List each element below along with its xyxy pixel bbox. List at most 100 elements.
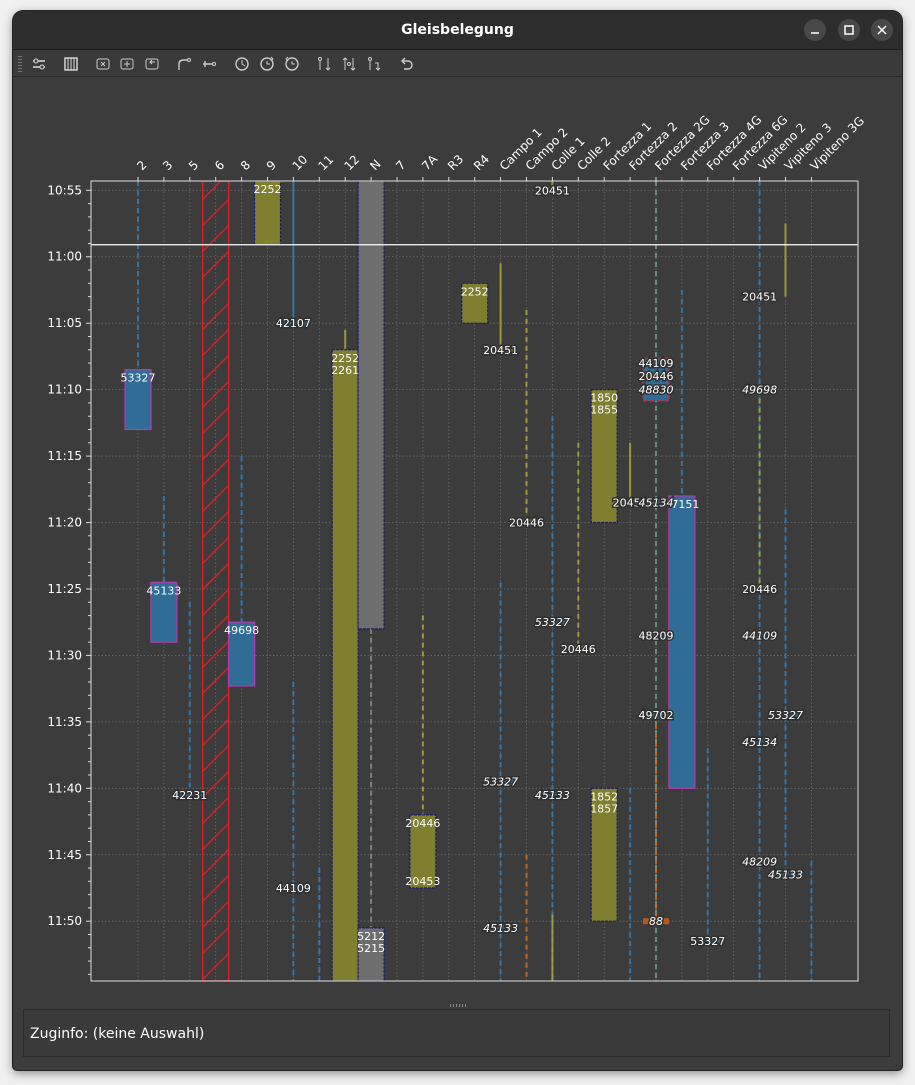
- stop-label: 45133: [768, 869, 803, 882]
- stop-label: 20451: [483, 344, 518, 357]
- add-train-button[interactable]: [118, 55, 136, 73]
- track-label: R3: [445, 152, 466, 173]
- y-tick-label: 11:20: [47, 516, 82, 530]
- stop-marker: [694, 938, 721, 945]
- stop-marker: [643, 632, 669, 639]
- track-label: N: [367, 157, 383, 173]
- occupancy-bar: [590, 389, 618, 524]
- occupancy-label: 20446: [405, 817, 440, 830]
- y-tick-label: 11:50: [47, 914, 82, 928]
- clock-back-button[interactable]: [283, 55, 301, 73]
- train-info-value: (keine Auswahl): [92, 1026, 205, 1042]
- occupancy-label: 53327: [121, 372, 156, 385]
- occupancy-label: 1850: [590, 392, 618, 405]
- swap-both-button[interactable]: [340, 55, 358, 73]
- stop-label: 45133: [535, 789, 570, 802]
- close-icon: [877, 25, 887, 35]
- stop-marker: [643, 918, 669, 925]
- stop-marker: [539, 619, 566, 626]
- occupancy-label: 45133: [146, 584, 181, 597]
- settings-button[interactable]: [30, 55, 48, 73]
- stop-label: 48209: [742, 855, 777, 868]
- clock-button[interactable]: [233, 55, 251, 73]
- stop-label: 20446: [639, 370, 674, 383]
- track-occupancy-chart[interactable]: 10:55 11:00 11:05 11:10 11:15 11:20 11:25 11:30…: [13, 77, 902, 1007]
- occupancy-bar: [150, 581, 178, 643]
- track-label: 11: [316, 152, 337, 173]
- occupancy-bar: [590, 787, 618, 922]
- occupancy-bar: [124, 369, 152, 431]
- stop-label: 20451: [742, 291, 777, 304]
- chart-canvas[interactable]: 10:55 11:00 11:05 11:10 11:15 11:20 11:25 11:30…: [13, 77, 902, 1007]
- toolbar-grip[interactable]: [18, 56, 22, 72]
- track-split-icon: [178, 58, 191, 70]
- stop-marker: [280, 884, 307, 891]
- y-axis: 10:55 11:00 11:05 11:10 11:15 11:20 11:25 11:30…: [47, 183, 91, 975]
- y-tick-label: 11:45: [47, 848, 82, 862]
- y-tick-label: 11:25: [47, 582, 82, 596]
- columns-button[interactable]: [62, 55, 80, 73]
- stop-marker: [643, 712, 669, 719]
- stop-label: 88: [649, 915, 663, 928]
- stop-marker: [565, 645, 592, 652]
- close-box-icon: [96, 58, 110, 70]
- y-tick-label: 11:05: [47, 316, 82, 330]
- occupancy-bar: [253, 181, 282, 246]
- stop-marker: [487, 778, 514, 785]
- stop-marker: [746, 632, 773, 639]
- occupancy-label: 2252: [331, 352, 359, 365]
- stop-label: 45134: [639, 497, 674, 510]
- minimize-button[interactable]: [804, 19, 826, 41]
- stop-label: 20446: [509, 517, 544, 530]
- stop-marker: [746, 386, 773, 393]
- minimize-icon: [811, 32, 819, 34]
- occupancy-label: 1855: [590, 404, 618, 417]
- occupancy-label: 20453: [405, 875, 440, 888]
- stop-label: 44109: [276, 882, 311, 895]
- occupancy-label: 2261: [331, 364, 359, 377]
- track-label: 7A: [419, 151, 441, 173]
- stop-label: 20446: [742, 583, 777, 596]
- maximize-button[interactable]: [838, 19, 860, 41]
- close-button[interactable]: [871, 19, 893, 41]
- stop-marker: [539, 791, 566, 798]
- stop-marker: [643, 386, 669, 393]
- remove-train-button[interactable]: [94, 55, 112, 73]
- stop-label: 49698: [742, 384, 777, 397]
- track-label: 6: [212, 158, 227, 173]
- track-label: 10: [290, 152, 311, 173]
- stop-label: 48209: [639, 629, 674, 642]
- track-label: 2: [134, 158, 149, 173]
- occupancy-bar: [668, 495, 696, 789]
- clock-forward-button[interactable]: [258, 55, 276, 73]
- stop-label: 42231: [172, 789, 207, 802]
- stop-marker: [487, 924, 514, 931]
- columns-icon: [64, 57, 78, 71]
- stop-marker: [746, 293, 773, 300]
- undo-button[interactable]: [397, 55, 415, 73]
- track-label: 8: [238, 158, 253, 173]
- swap-button[interactable]: [315, 55, 333, 73]
- stop-label: 44109: [742, 629, 777, 642]
- stop-marker: [280, 320, 307, 327]
- return-train-button[interactable]: [143, 55, 161, 73]
- stop-label: 53327: [535, 616, 570, 629]
- y-tick-label: 11:40: [47, 781, 82, 795]
- track-end-button[interactable]: [200, 55, 218, 73]
- stop-marker: [513, 519, 540, 526]
- track-label: 9: [264, 158, 279, 173]
- swap-down-button[interactable]: [365, 55, 383, 73]
- y-tick-label: 11:00: [47, 250, 82, 264]
- track-split-button[interactable]: [175, 55, 193, 73]
- title-bar[interactable]: Gleisbelegung: [13, 11, 902, 49]
- splitter-handle[interactable]: [450, 1004, 466, 1007]
- y-tick-label: 10:55: [47, 183, 82, 197]
- stop-label: 44109: [639, 357, 674, 370]
- occupancy-label: 5212: [357, 930, 385, 943]
- clock-forward-icon: [260, 56, 274, 71]
- plot-body: 5332745133496982252225222615212521520446…: [121, 181, 813, 981]
- stop-label: 42107: [276, 317, 311, 330]
- stop-label: 45133: [483, 922, 518, 935]
- stop-label: 53327: [483, 776, 518, 789]
- occupancy-bar: [409, 814, 437, 889]
